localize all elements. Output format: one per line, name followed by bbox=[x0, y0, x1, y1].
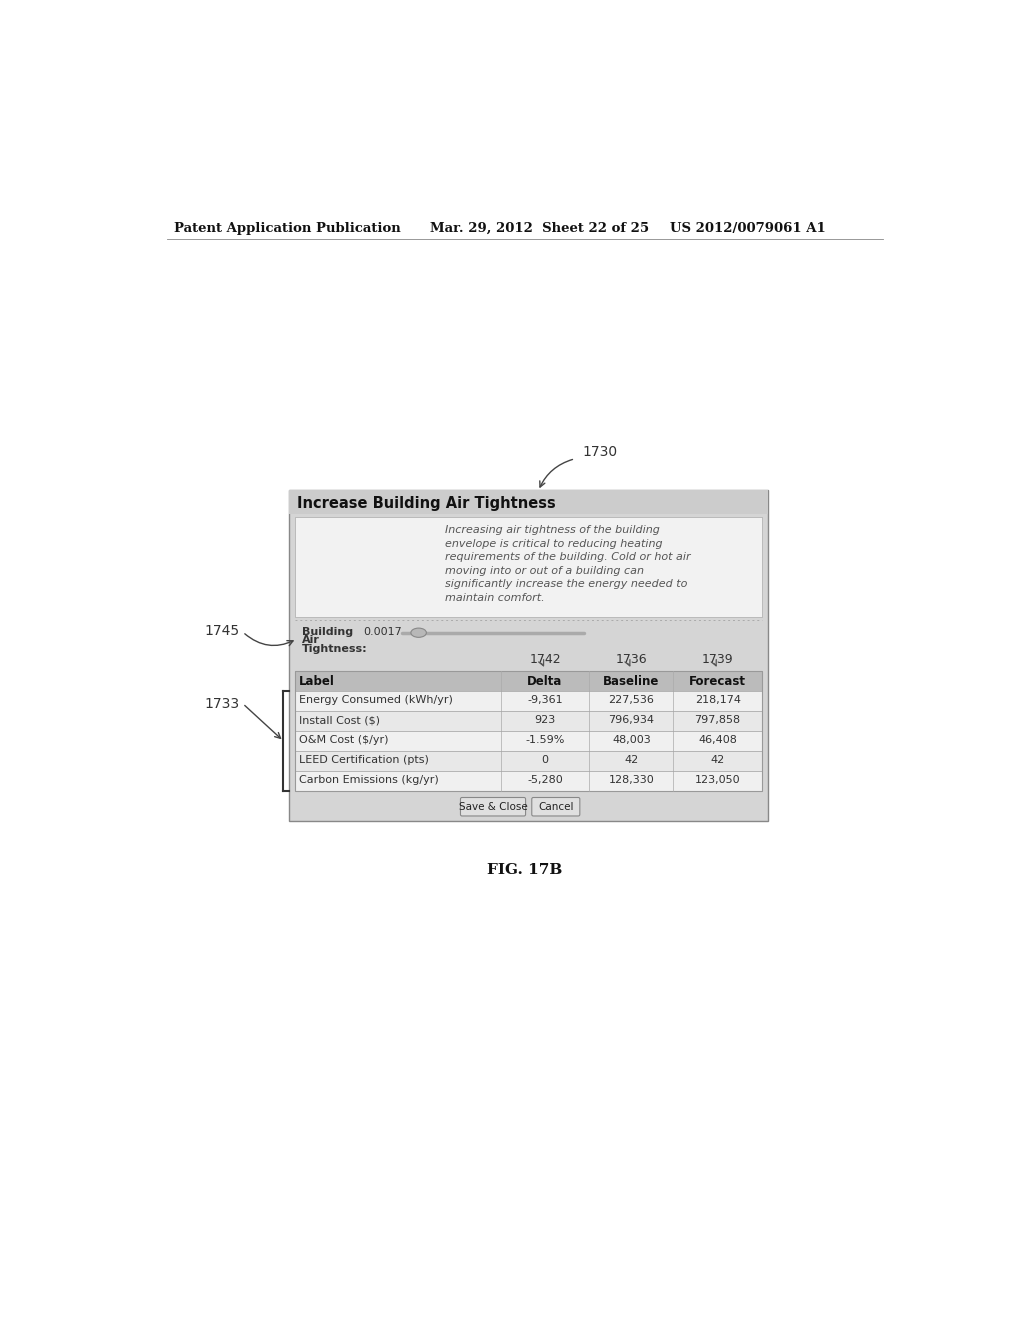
Bar bbox=[295, 731, 762, 751]
Text: 42: 42 bbox=[625, 755, 638, 766]
Text: LEED Certification (pts): LEED Certification (pts) bbox=[299, 755, 429, 766]
Text: Install Cost ($): Install Cost ($) bbox=[299, 715, 380, 725]
FancyBboxPatch shape bbox=[531, 797, 580, 816]
Text: Delta: Delta bbox=[527, 675, 563, 688]
Text: 1730: 1730 bbox=[583, 445, 617, 459]
Bar bbox=[295, 751, 762, 771]
Text: 227,536: 227,536 bbox=[608, 696, 654, 705]
Bar bbox=[295, 771, 762, 792]
Text: 1742: 1742 bbox=[529, 653, 561, 665]
Bar bbox=[289, 490, 768, 515]
Text: Building: Building bbox=[302, 627, 352, 636]
Text: -5,280: -5,280 bbox=[527, 775, 563, 785]
Text: Tightness:: Tightness: bbox=[302, 644, 368, 653]
Text: Energy Consumed (kWh/yr): Energy Consumed (kWh/yr) bbox=[299, 696, 454, 705]
Text: Mar. 29, 2012  Sheet 22 of 25: Mar. 29, 2012 Sheet 22 of 25 bbox=[430, 222, 649, 235]
Text: 46,408: 46,408 bbox=[698, 735, 737, 744]
Text: Save & Close: Save & Close bbox=[459, 803, 527, 812]
Text: 796,934: 796,934 bbox=[608, 715, 654, 725]
Text: 42: 42 bbox=[711, 755, 725, 766]
Text: Air: Air bbox=[302, 635, 319, 645]
Text: 48,003: 48,003 bbox=[612, 735, 650, 744]
Text: 1736: 1736 bbox=[615, 653, 647, 665]
Text: -9,361: -9,361 bbox=[527, 696, 563, 705]
Text: O&M Cost ($/yr): O&M Cost ($/yr) bbox=[299, 735, 389, 744]
Text: Forecast: Forecast bbox=[689, 675, 746, 688]
Text: 1745: 1745 bbox=[205, 624, 240, 639]
Bar bbox=[295, 517, 762, 618]
Text: US 2012/0079061 A1: US 2012/0079061 A1 bbox=[671, 222, 826, 235]
Text: 797,858: 797,858 bbox=[694, 715, 740, 725]
Text: 923: 923 bbox=[535, 715, 556, 725]
Text: Patent Application Publication: Patent Application Publication bbox=[174, 222, 401, 235]
Text: Baseline: Baseline bbox=[603, 675, 659, 688]
Text: Increasing air tightness of the building
envelope is critical to reducing heatin: Increasing air tightness of the building… bbox=[444, 525, 690, 603]
Bar bbox=[295, 692, 762, 711]
Ellipse shape bbox=[411, 628, 426, 638]
Text: Increase Building Air Tightness: Increase Building Air Tightness bbox=[297, 496, 556, 511]
Text: Cancel: Cancel bbox=[538, 803, 573, 812]
Text: Label: Label bbox=[299, 675, 335, 688]
Text: Carbon Emissions (kg/yr): Carbon Emissions (kg/yr) bbox=[299, 775, 439, 785]
Bar bbox=[295, 671, 762, 692]
Bar bbox=[295, 711, 762, 731]
Bar bbox=[289, 490, 768, 821]
Text: FIG. 17B: FIG. 17B bbox=[487, 863, 562, 876]
FancyBboxPatch shape bbox=[461, 797, 525, 816]
Text: 0.0017: 0.0017 bbox=[362, 627, 401, 636]
Text: 1733: 1733 bbox=[205, 697, 240, 711]
Text: -1.59%: -1.59% bbox=[525, 735, 564, 744]
Text: 1739: 1739 bbox=[701, 653, 733, 665]
Bar bbox=[295, 671, 762, 792]
Text: 128,330: 128,330 bbox=[608, 775, 654, 785]
Text: 218,174: 218,174 bbox=[694, 696, 740, 705]
Text: 0: 0 bbox=[542, 755, 549, 766]
Text: 123,050: 123,050 bbox=[695, 775, 740, 785]
